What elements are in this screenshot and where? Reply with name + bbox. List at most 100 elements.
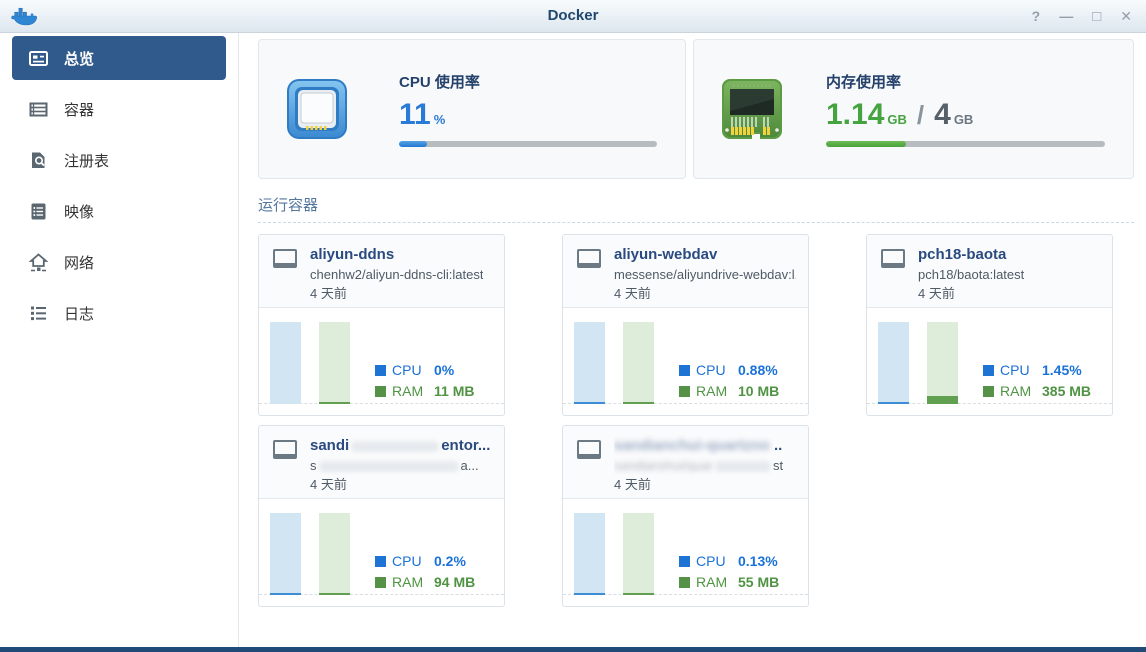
cpu-legend-value: 0.2% (434, 553, 466, 569)
sidebar-item-images[interactable]: 映像 (12, 189, 226, 233)
ram-legend-label: RAM (696, 383, 728, 399)
sidebar-item-label: 注册表 (64, 152, 110, 170)
cpu-swatch (983, 364, 994, 376)
sidebar-item-label: 网络 (64, 254, 95, 272)
cpu-chip-icon (287, 79, 347, 139)
usage-legend: CPU 0.13% RAM 55 MB (679, 553, 794, 595)
cpu-history-bar (878, 322, 909, 404)
container-name: aliyun-webdav (614, 246, 718, 263)
close-button[interactable]: ✕ (1120, 8, 1132, 24)
sidebar-item-label: 总览 (64, 50, 95, 68)
container-card[interactable]: sandianchui-quartzno .. sandianshui/quar… (562, 425, 809, 607)
chart-baseline (259, 403, 504, 404)
registry-icon (28, 150, 49, 171)
cpu-usage-level (574, 593, 605, 595)
overview-icon (28, 48, 49, 69)
ram-usage-level (927, 396, 958, 404)
container-name: aliyun-ddns (310, 246, 395, 263)
container-name: sandi entor... (310, 437, 491, 454)
chart-baseline (563, 594, 808, 595)
ram-history-bar (623, 513, 654, 595)
container-card[interactable]: aliyun-webdav messense/aliyundrive-webda… (562, 234, 809, 416)
container-card[interactable]: pch18-baota pch18/baota:latest 4 天前 CPU … (866, 234, 1113, 416)
cpu-usage-card: CPU 使用率 11 % (258, 39, 686, 179)
cpu-history-bar (574, 322, 605, 404)
ram-history-bar (319, 513, 350, 595)
sidebar-item-network[interactable]: 网络 (12, 240, 226, 284)
container-age: 4 天前 (614, 286, 651, 301)
docker-whale-icon (11, 7, 38, 26)
ram-chip-icon (722, 79, 782, 139)
memory-total-unit: GB (953, 112, 974, 127)
sidebar-item-overview[interactable]: 总览 (12, 36, 226, 80)
memory-progress-fill (826, 141, 906, 147)
container-name: pch18-baota (918, 246, 1007, 263)
containers-icon (28, 99, 49, 120)
cpu-legend-label: CPU (1000, 362, 1030, 378)
container-age: 4 天前 (918, 286, 955, 301)
container-card[interactable]: aliyun-ddns chenhw2/aliyun-ddns-cli:late… (258, 234, 505, 416)
cpu-swatch (679, 364, 690, 376)
container-usage-chart: CPU 0.2% RAM 94 MB (259, 499, 504, 605)
minimize-button[interactable]: — (1059, 8, 1074, 24)
container-usage-chart: CPU 1.45% RAM 385 MB (867, 308, 1112, 414)
running-containers-grid: aliyun-ddns chenhw2/aliyun-ddns-cli:late… (258, 234, 1134, 607)
container-card-header: pch18-baota pch18/baota:latest 4 天前 (867, 235, 1112, 308)
container-image: pch18/baota:latest (918, 267, 1025, 282)
logs-icon (28, 303, 49, 324)
memory-used-value: 1.14 (826, 98, 885, 131)
cpu-usage-level (574, 402, 605, 404)
images-icon (28, 201, 49, 222)
window-controls: ? — □ ✕ (1032, 0, 1132, 32)
maximize-button[interactable]: □ (1092, 7, 1102, 25)
ram-legend-value: 55 MB (738, 574, 780, 590)
cpu-legend-value: 0.88% (738, 362, 778, 378)
ram-history-bar (623, 322, 654, 404)
memory-total-value: 4 (934, 98, 951, 131)
ram-legend-value: 385 MB (1042, 383, 1092, 399)
sidebar: 总览容器注册表映像网络日志 (0, 33, 239, 647)
container-card-header: aliyun-webdav messense/aliyundrive-webda… (563, 235, 808, 308)
container-icon (881, 249, 905, 268)
ram-swatch (375, 385, 386, 397)
cpu-usage-unit: % (433, 112, 446, 127)
memory-used-unit: GB (887, 112, 907, 127)
ram-swatch (983, 385, 994, 397)
ram-history-bar (927, 322, 958, 404)
chart-baseline (563, 403, 808, 404)
sidebar-item-label: 日志 (64, 305, 95, 323)
container-icon (577, 440, 601, 459)
ram-usage-level (623, 402, 654, 404)
memory-usage-card: 内存使用率 1.14 GB / 4 GB (693, 39, 1134, 179)
ram-legend-label: RAM (392, 383, 424, 399)
cpu-legend-label: CPU (392, 553, 422, 569)
sidebar-item-logs[interactable]: 日志 (12, 291, 226, 335)
container-image: s a... (310, 458, 479, 473)
usage-legend: CPU 1.45% RAM 385 MB (983, 362, 1098, 404)
cpu-history-bar (574, 513, 605, 595)
cpu-swatch (375, 555, 386, 567)
container-usage-chart: CPU 0.13% RAM 55 MB (563, 499, 808, 605)
ram-legend-label: RAM (1000, 383, 1032, 399)
ram-swatch (679, 385, 690, 397)
container-icon (577, 249, 601, 268)
ram-swatch (679, 576, 690, 588)
container-card-header: aliyun-ddns chenhw2/aliyun-ddns-cli:late… (259, 235, 504, 308)
ram-usage-level (319, 402, 350, 404)
memory-divider: / (916, 100, 925, 130)
sidebar-item-registry[interactable]: 注册表 (12, 138, 226, 182)
memory-progress-bar (826, 141, 1105, 147)
cpu-legend-value: 0.13% (738, 553, 778, 569)
memory-usage-title: 内存使用率 (826, 74, 902, 91)
ram-history-bar (319, 322, 350, 404)
usage-legend: CPU 0.2% RAM 94 MB (375, 553, 490, 595)
chart-baseline (867, 403, 1112, 404)
sidebar-item-containers[interactable]: 容器 (12, 87, 226, 131)
container-card[interactable]: sandi entor... s a... 4 天前 CPU 0.2% RAM 94… (258, 425, 505, 607)
help-button[interactable]: ? (1031, 8, 1041, 24)
ram-legend-value: 10 MB (738, 383, 780, 399)
cpu-progress-fill (399, 141, 428, 147)
cpu-legend-value: 0% (434, 362, 455, 378)
container-age: 4 天前 (614, 477, 651, 492)
